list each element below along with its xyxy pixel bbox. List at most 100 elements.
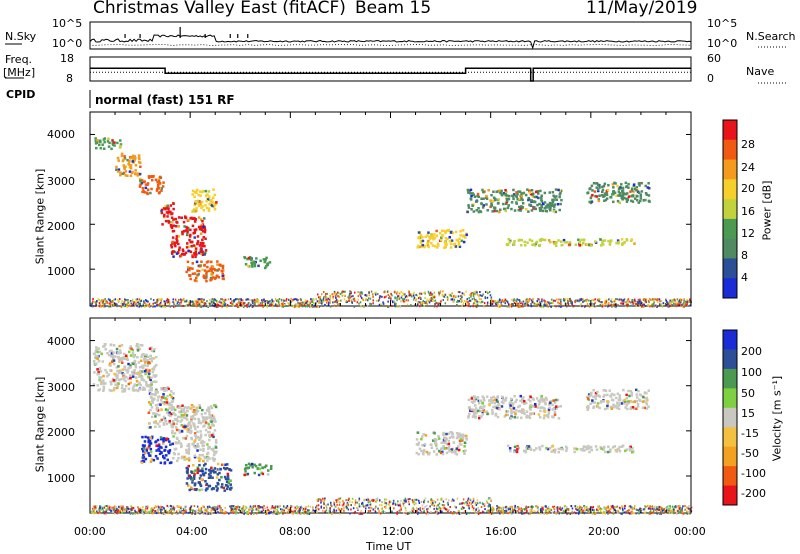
power-cb-tick-4: 12 bbox=[741, 227, 755, 240]
nsky-tick-high: 10^5 bbox=[52, 17, 83, 30]
power-ytick-4000: 4000 bbox=[47, 128, 75, 141]
echo-region-0-2 bbox=[138, 175, 165, 196]
power-cb-tick-3: 16 bbox=[741, 205, 755, 218]
cpid-text: normal (fast) 151 RF bbox=[95, 93, 235, 107]
echo-region-0-7 bbox=[243, 256, 272, 270]
echo-region-1-4 bbox=[185, 462, 233, 492]
xtick-3: 12:00 bbox=[382, 525, 414, 538]
freq-unit-label: [MHz] bbox=[3, 66, 36, 79]
echo-region-1-3 bbox=[170, 403, 218, 463]
vel-ytick-1000: 1000 bbox=[47, 472, 75, 485]
power-cb-tick-6: 4 bbox=[741, 271, 748, 284]
power-cb-tick-2: 20 bbox=[741, 182, 755, 195]
colorbar-cell-1-6 bbox=[723, 446, 737, 467]
colorbar-cell-0-7 bbox=[723, 258, 737, 279]
nsky-panel-frame bbox=[89, 21, 692, 50]
freq-label: Freq. bbox=[5, 53, 33, 66]
vel-cb-tick-5: -50 bbox=[741, 447, 759, 460]
panel-frame-0 bbox=[89, 111, 692, 307]
colorbar-cell-1-7 bbox=[723, 466, 737, 487]
vel-cb-tick-1: 100 bbox=[741, 366, 762, 379]
xtick-0: 00:00 bbox=[74, 525, 106, 538]
colorbar-cell-1-5 bbox=[723, 427, 737, 448]
colorbar-frame-0 bbox=[722, 119, 738, 299]
echo-region-0-10 bbox=[505, 237, 636, 247]
colorbar-cell-0-1 bbox=[723, 139, 737, 161]
nsearch-tick-low: 10^0 bbox=[707, 37, 738, 50]
echo-region-1-1 bbox=[147, 386, 175, 429]
nsky-series bbox=[89, 34, 692, 50]
echo-region-1-6 bbox=[415, 430, 468, 456]
echo-region-1-7 bbox=[467, 394, 562, 420]
echo-region-1-0 bbox=[92, 343, 158, 393]
date-title: 11/May/2019 bbox=[586, 0, 698, 18]
nave-tick-high: 60 bbox=[707, 52, 721, 65]
echo-region-0-8 bbox=[416, 228, 468, 249]
colorbar-frame-1 bbox=[722, 329, 738, 506]
xtick-2: 08:00 bbox=[279, 525, 311, 538]
colorbar-cell-1-1 bbox=[723, 349, 737, 370]
xtick-6: 00:00 bbox=[674, 525, 706, 538]
vel-cb-tick-6: -100 bbox=[741, 467, 766, 480]
nsearch-tick-high: 10^5 bbox=[707, 17, 738, 30]
freq-tick-high: 18 bbox=[60, 52, 74, 65]
nave-label: Nave bbox=[746, 65, 775, 78]
echo-region-1-8 bbox=[506, 444, 635, 454]
colorbar-cell-1-8 bbox=[723, 485, 737, 506]
near-range-echoes-1 bbox=[90, 497, 693, 515]
echo-region-0-6 bbox=[185, 260, 226, 283]
power-ytick-2000: 2000 bbox=[47, 220, 75, 233]
colorbar-cell-0-0 bbox=[723, 120, 737, 141]
power-cb-tick-0: 28 bbox=[741, 138, 755, 151]
echo-region-0-9 bbox=[466, 188, 563, 214]
xtick-1: 04:00 bbox=[176, 525, 208, 538]
cpid-label: CPID bbox=[6, 88, 36, 101]
xtick-5: 20:00 bbox=[588, 525, 620, 538]
beam-title: Beam 15 bbox=[355, 0, 432, 18]
echo-region-0-11 bbox=[586, 181, 651, 205]
xlabel: Time UT bbox=[366, 540, 412, 553]
nsky-tick-low: 10^0 bbox=[52, 37, 83, 50]
station-title: Christmas Valley East (fitACF) bbox=[93, 0, 346, 18]
vel-ylabel: Slant Range [km] bbox=[33, 376, 47, 473]
power-cb-label: Power [dB] bbox=[760, 180, 774, 241]
colorbar-cell-0-5 bbox=[723, 218, 737, 240]
xtick-4: 16:00 bbox=[485, 525, 517, 538]
vel-cb-tick-7: -200 bbox=[741, 487, 766, 500]
nsearch-series bbox=[89, 44, 692, 46]
vel-ytick-3000: 3000 bbox=[47, 381, 75, 394]
vel-ytick-2000: 2000 bbox=[47, 426, 75, 439]
echo-region-1-9 bbox=[585, 388, 650, 411]
power-ylabel: Slant Range [km] bbox=[33, 168, 47, 265]
echo-region-0-3 bbox=[160, 201, 175, 227]
colorbar-cell-0-8 bbox=[723, 278, 737, 299]
nsearch-label: N.Search bbox=[746, 30, 796, 43]
echo-region-0-4 bbox=[170, 215, 208, 259]
echo-region-0-5 bbox=[191, 188, 218, 213]
colorbar-cell-1-3 bbox=[723, 388, 737, 409]
vel-ytick-4000: 4000 bbox=[47, 335, 75, 348]
power-ytick-1000: 1000 bbox=[47, 265, 75, 278]
freq-series bbox=[89, 67, 691, 82]
nave-tick-low: 0 bbox=[707, 72, 714, 85]
echo-region-0-1 bbox=[115, 152, 142, 177]
vel-cb-tick-0: 200 bbox=[741, 345, 762, 358]
colorbar-cell-0-6 bbox=[723, 238, 737, 259]
near-range-echoes-0 bbox=[90, 290, 692, 308]
echo-region-0-0 bbox=[94, 137, 123, 151]
echo-region-1-5 bbox=[243, 462, 273, 477]
colorbar-cell-1-0 bbox=[723, 330, 737, 350]
power-cb-tick-1: 24 bbox=[741, 161, 755, 174]
colorbar-cell-0-2 bbox=[723, 159, 737, 180]
colorbar-cell-1-2 bbox=[723, 368, 737, 389]
power-ytick-3000: 3000 bbox=[47, 175, 75, 188]
panel-frame-1 bbox=[89, 317, 692, 514]
power-cb-tick-5: 8 bbox=[741, 249, 748, 262]
freq-tick-low: 8 bbox=[66, 72, 73, 85]
echo-region-1-2 bbox=[140, 435, 173, 465]
colorbar-cell-0-3 bbox=[723, 179, 737, 200]
colorbar-cell-0-4 bbox=[723, 199, 737, 220]
colorbar-cell-1-4 bbox=[723, 407, 737, 428]
vel-cb-tick-4: -15 bbox=[741, 427, 759, 440]
